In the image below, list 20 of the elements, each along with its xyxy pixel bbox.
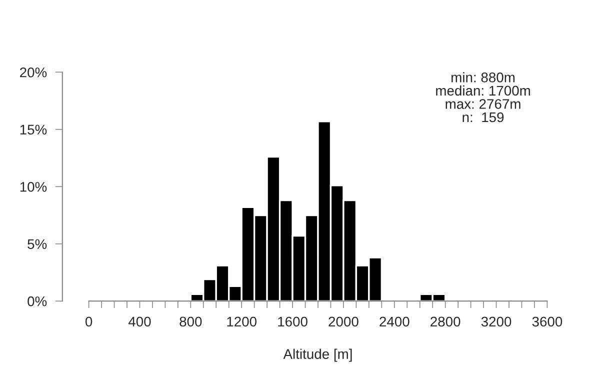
x-tick-label: 400 — [128, 316, 151, 327]
y-tick-label: 20% — [20, 67, 47, 78]
x-tick-label: 2000 — [328, 316, 358, 327]
x-tick-label: 800 — [180, 316, 202, 327]
x-tick-label: 1600 — [278, 316, 308, 327]
annotation: max: 2767m — [446, 99, 520, 109]
x-tick-label: 3200 — [481, 316, 512, 327]
annotation: min: 880m — [452, 72, 515, 82]
y-tick-label: 10% — [20, 182, 47, 192]
y-tick-label: 5% — [28, 239, 47, 250]
annotation: median: 1700m — [436, 85, 530, 96]
x-tick-label: 3600 — [532, 316, 562, 327]
x-axis-title: Altitude [m] — [283, 348, 352, 362]
x-tick-label: 1200 — [227, 316, 257, 327]
x-tick-label: 2400 — [380, 316, 410, 327]
x-tick-label: 2800 — [430, 316, 460, 327]
x-tick-label: 0 — [85, 316, 92, 327]
y-tick-label: 0% — [28, 296, 47, 306]
y-tick-label: 15% — [20, 124, 47, 135]
annotation: n: 159 — [462, 112, 504, 122]
